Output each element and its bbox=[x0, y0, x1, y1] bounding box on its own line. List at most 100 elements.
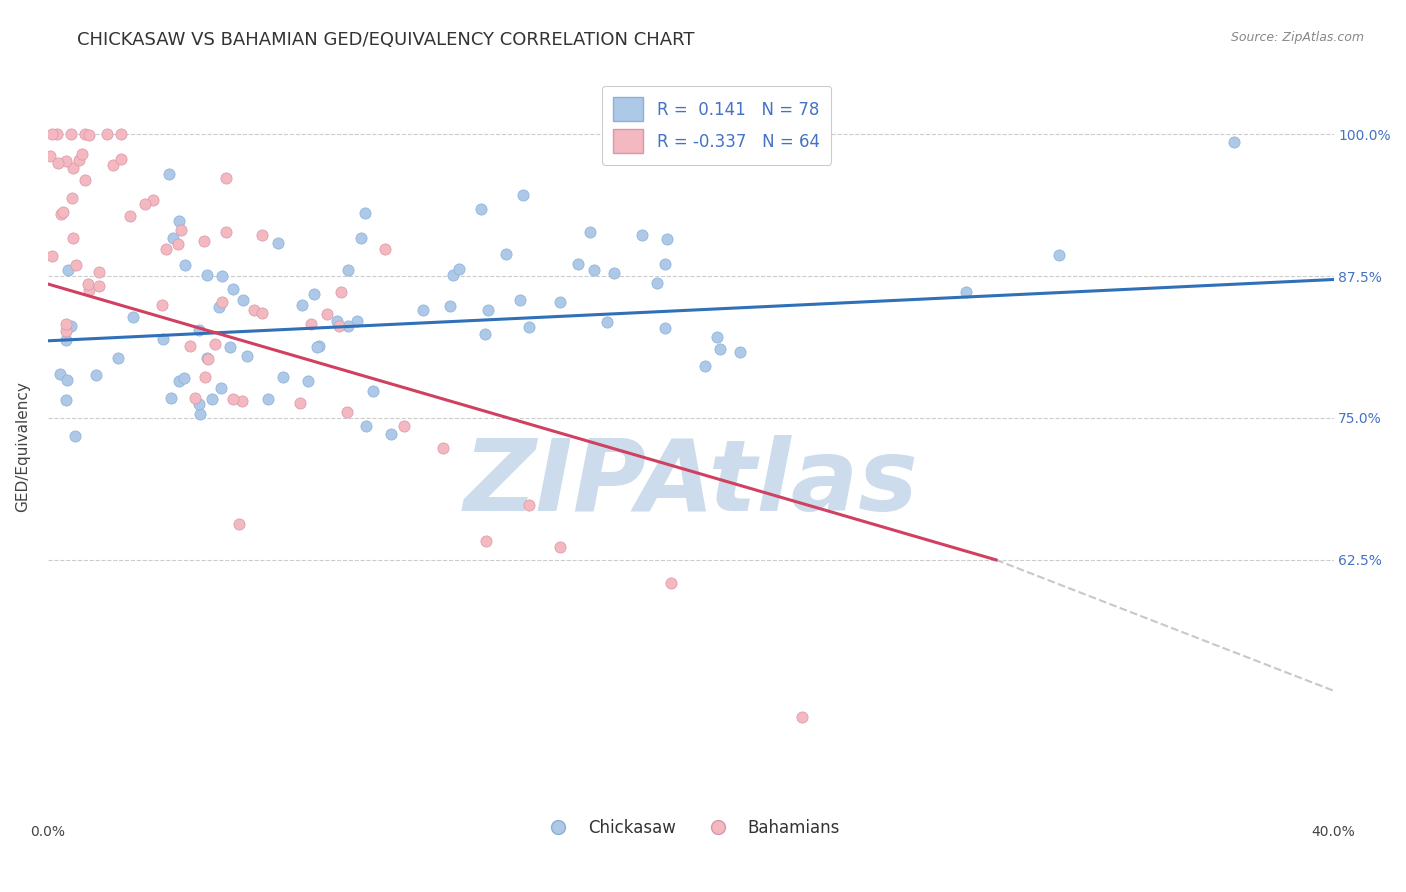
Point bbox=[645, 276, 668, 290]
Point bbox=[474, 327, 496, 342]
Point bbox=[41, 249, 63, 263]
Point bbox=[179, 339, 201, 353]
Point bbox=[55, 318, 77, 332]
Point bbox=[441, 268, 464, 282]
Point bbox=[222, 282, 245, 296]
Point bbox=[77, 128, 100, 143]
Point bbox=[170, 223, 193, 237]
Point bbox=[706, 329, 728, 343]
Point bbox=[228, 516, 250, 531]
Point bbox=[56, 263, 79, 277]
Point bbox=[188, 407, 211, 421]
Point bbox=[374, 243, 396, 257]
Point bbox=[308, 339, 330, 353]
Point bbox=[110, 127, 132, 141]
Point bbox=[101, 158, 124, 172]
Point bbox=[392, 418, 415, 433]
Point bbox=[142, 194, 165, 208]
Point bbox=[1223, 135, 1246, 149]
Point bbox=[477, 303, 499, 318]
Point bbox=[194, 369, 217, 384]
Point bbox=[55, 153, 77, 168]
Point bbox=[150, 298, 173, 312]
Point bbox=[631, 227, 654, 242]
Point bbox=[65, 258, 87, 272]
Point bbox=[266, 236, 288, 251]
Point bbox=[89, 265, 111, 279]
Point bbox=[87, 279, 110, 293]
Point bbox=[184, 391, 207, 405]
Point bbox=[60, 190, 83, 204]
Point bbox=[512, 187, 534, 202]
Point bbox=[195, 351, 218, 366]
Point bbox=[328, 318, 350, 333]
Point bbox=[215, 225, 238, 239]
Point bbox=[120, 209, 142, 223]
Point bbox=[250, 227, 273, 242]
Point bbox=[354, 419, 377, 434]
Point bbox=[728, 344, 751, 359]
Point bbox=[432, 441, 454, 455]
Point bbox=[297, 375, 319, 389]
Point bbox=[291, 298, 314, 312]
Point bbox=[693, 359, 716, 373]
Point bbox=[654, 320, 676, 334]
Point bbox=[45, 127, 67, 141]
Point bbox=[288, 396, 311, 410]
Point bbox=[215, 171, 238, 186]
Point bbox=[187, 397, 209, 411]
Point bbox=[169, 214, 191, 228]
Point bbox=[326, 314, 349, 328]
Point bbox=[195, 268, 218, 283]
Point bbox=[337, 319, 360, 334]
Point bbox=[439, 299, 461, 313]
Point bbox=[790, 710, 813, 724]
Point bbox=[55, 393, 77, 408]
Point bbox=[548, 540, 571, 554]
Point bbox=[222, 392, 245, 406]
Point bbox=[583, 262, 606, 277]
Point bbox=[55, 325, 77, 339]
Point bbox=[162, 231, 184, 245]
Point bbox=[208, 301, 231, 315]
Point bbox=[152, 332, 174, 346]
Point bbox=[709, 342, 731, 356]
Point bbox=[211, 294, 233, 309]
Point bbox=[188, 323, 211, 337]
Point bbox=[49, 367, 72, 381]
Point bbox=[107, 351, 129, 365]
Point bbox=[55, 333, 77, 347]
Point bbox=[307, 341, 329, 355]
Point bbox=[231, 393, 253, 408]
Point bbox=[495, 247, 517, 261]
Point bbox=[173, 258, 195, 272]
Point bbox=[475, 533, 498, 548]
Point bbox=[346, 314, 368, 328]
Point bbox=[517, 320, 540, 334]
Point bbox=[173, 371, 195, 385]
Point bbox=[76, 277, 98, 292]
Point bbox=[110, 152, 132, 166]
Point bbox=[160, 391, 183, 405]
Text: ZIPAtlas: ZIPAtlas bbox=[464, 434, 918, 532]
Point bbox=[70, 147, 93, 161]
Point bbox=[77, 283, 100, 297]
Point bbox=[336, 404, 359, 418]
Point bbox=[155, 243, 177, 257]
Point bbox=[197, 352, 219, 367]
Point bbox=[201, 392, 224, 406]
Point bbox=[236, 349, 259, 363]
Point bbox=[39, 149, 62, 163]
Point bbox=[73, 173, 96, 187]
Point bbox=[257, 392, 280, 406]
Point bbox=[337, 263, 360, 277]
Point bbox=[209, 381, 232, 395]
Point bbox=[96, 127, 118, 141]
Text: Source: ZipAtlas.com: Source: ZipAtlas.com bbox=[1230, 31, 1364, 45]
Point bbox=[219, 340, 242, 354]
Point bbox=[65, 429, 87, 443]
Text: CHICKASAW VS BAHAMIAN GED/EQUIVALENCY CORRELATION CHART: CHICKASAW VS BAHAMIAN GED/EQUIVALENCY CO… bbox=[77, 31, 695, 49]
Point bbox=[380, 426, 402, 441]
Point bbox=[250, 306, 273, 320]
Point bbox=[46, 155, 69, 169]
